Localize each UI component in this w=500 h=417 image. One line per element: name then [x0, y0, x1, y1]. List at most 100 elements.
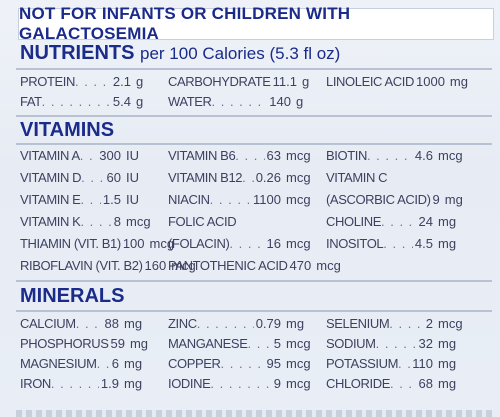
nutrient-value: 63	[266, 148, 281, 163]
nutrient-unit: mcg	[149, 236, 175, 251]
dot-leader: . . . . . . . . . . . . . . . . . . . . …	[74, 74, 111, 89]
nutrient-unit: mg	[438, 214, 457, 229]
minerals-row: PHOSPHORUS . . . . . . . . . . . . . . .…	[20, 336, 154, 351]
divider	[16, 68, 492, 70]
nutrient-name: CALCIUM	[20, 316, 76, 331]
minerals-row: ZINC . . . . . . . . . . . . . . . . . .…	[168, 316, 324, 331]
divider	[16, 143, 492, 145]
dot-leader: . . . . . . . . . . . . . . . . . . . . …	[75, 316, 103, 331]
nutrient-unit: g	[301, 74, 310, 89]
nutrient-name: VITAMIN B6	[168, 148, 236, 163]
dot-leader: . . . . . . . . . . . . . . . . . . . . …	[235, 148, 264, 163]
nutrient-value: 88	[104, 316, 119, 331]
dot-leader: . . . . . . . . . . . . . . . . . . . . …	[398, 356, 410, 371]
minerals-row: MAGNESIUM . . . . . . . . . . . . . . . …	[20, 356, 154, 371]
nutrient-value: 5.4	[112, 94, 131, 109]
nutrient-value: 1100	[253, 192, 281, 207]
nutrient-unit: mg	[438, 236, 457, 251]
minerals-row: IODINE . . . . . . . . . . . . . . . . .…	[168, 376, 324, 391]
nutrients-row: PROTEIN . . . . . . . . . . . . . . . . …	[20, 74, 170, 89]
nutrient-name: CHOLINE	[326, 214, 381, 229]
nutrient-unit: mcg	[286, 236, 311, 251]
nutrient-value: 68	[418, 376, 433, 391]
nutrient-unit: mg	[286, 316, 305, 331]
nutrient-name: VITAMIN C	[326, 170, 388, 185]
nutrient-value: 60	[106, 170, 121, 185]
minerals-row: SODIUM . . . . . . . . . . . . . . . . .…	[326, 336, 472, 351]
minerals-row: SELENIUM . . . . . . . . . . . . . . . .…	[326, 316, 472, 331]
dot-leader: . . . . . . . . . . . . . . . . . . . . …	[210, 376, 271, 391]
dot-leader: . . . . . . . . . . . . . . . . . . . . …	[209, 192, 252, 207]
nutrient-value: 2	[425, 316, 433, 331]
nutrient-name: FOLIC ACID	[168, 214, 237, 229]
nutrient-unit: mcg	[316, 258, 341, 273]
dot-leader: . . . . . . . . . . . . . . . . . . . . …	[79, 148, 98, 163]
dot-leader: . . . . . . . . . . . . . . . . . . . . …	[375, 336, 417, 351]
nutrient-name: (ASCORBIC ACID)	[326, 192, 431, 207]
nutrient-value: 59	[110, 336, 125, 351]
nutrient-unit: mcg	[171, 258, 196, 273]
dot-leader: . . . . . . . . . . . . . . . . . . . . …	[229, 236, 264, 251]
minerals-title: MINERALS	[20, 285, 125, 307]
nutrient-unit: mcg	[286, 192, 311, 207]
nutrient-name: BIOTIN	[326, 148, 367, 163]
divider	[16, 115, 492, 117]
dot-leader: . . . . . . . . . . . . . . . . . . . . …	[247, 336, 271, 351]
nutrient-unit: mg	[438, 376, 457, 391]
nutrient-value: 160	[144, 258, 167, 273]
nutrient-name: VITAMIN E	[20, 192, 81, 207]
dot-leader: . . . . . . . . . . . . . . . . . . . . …	[220, 356, 265, 371]
label-bottom-edge	[16, 410, 492, 417]
nutrient-value: 95	[266, 356, 281, 371]
nutrient-unit: mcg	[438, 316, 463, 331]
vitamins-row: NIACIN . . . . . . . . . . . . . . . . .…	[168, 192, 324, 207]
nutrients-title: NUTRIENTS	[20, 42, 135, 64]
nutrient-name: VITAMIN D	[20, 170, 82, 185]
nutrient-unit: mcg	[286, 356, 311, 371]
nutrient-name: POTASSIUM	[326, 356, 399, 371]
nutrients-subtitle: per 100 Calories (5.3 fl oz)	[140, 44, 341, 63]
nutrient-name: NIACIN	[168, 192, 210, 207]
nutrient-name: VITAMIN K	[20, 214, 81, 229]
nutrient-value: 1.9	[100, 376, 119, 391]
vitamins-row: BIOTIN . . . . . . . . . . . . . . . . .…	[326, 148, 472, 163]
dot-leader: . . . . . . . . . . . . . . . . . . . . …	[211, 94, 268, 109]
vitamins-row: INOSITOL . . . . . . . . . . . . . . . .…	[326, 236, 472, 251]
nutrient-unit: IU	[126, 170, 139, 185]
nutrients-row: FAT . . . . . . . . . . . . . . . . . . …	[20, 94, 170, 109]
nutrient-unit: mg	[124, 376, 143, 391]
nutrient-value: 1000	[416, 74, 445, 89]
vitamins-row: VITAMIN A . . . . . . . . . . . . . . . …	[20, 148, 164, 163]
nutrient-unit: g	[136, 94, 144, 109]
nutrients-row: LINOLEIC ACID . . . . . . . . . . . . . …	[326, 74, 468, 89]
vitamins-row: FOLIC ACID	[168, 214, 324, 229]
vitamins-row: VITAMIN D . . . . . . . . . . . . . . . …	[20, 170, 164, 185]
nutrient-name: IODINE	[168, 376, 211, 391]
nutrient-name: COPPER	[168, 356, 221, 371]
nutrient-name: CHLORIDE	[326, 376, 390, 391]
vitamins-row: THIAMIN (VIT. B1) . . . . . . . . . . . …	[20, 236, 174, 251]
nutrient-name: INOSITOL	[326, 236, 384, 251]
nutrient-value: 9	[273, 376, 281, 391]
nutrient-name: PROTEIN	[20, 74, 75, 89]
dot-leader: . . . . . . . . . . . . . . . . . . . . …	[381, 214, 417, 229]
dot-leader: . . . . . . . . . . . . . . . . . . . . …	[80, 192, 100, 207]
vitamins-row: VITAMIN C	[326, 170, 472, 185]
nutrient-name: WATER	[168, 94, 212, 109]
nutrient-name: VITAMIN A	[20, 148, 80, 163]
nutrient-value: 16	[266, 236, 281, 251]
nutrient-value: 2.1	[112, 74, 131, 89]
dot-leader: . . . . . . . . . . . . . . . . . . . . …	[81, 170, 105, 185]
minerals-row: COPPER . . . . . . . . . . . . . . . . .…	[168, 356, 324, 371]
nutrient-name: MANGANESE	[168, 336, 248, 351]
divider	[16, 310, 492, 312]
vitamins-title: VITAMINS	[20, 119, 115, 141]
nutrient-unit: mg	[444, 192, 463, 207]
nutrient-name: (FOLACIN)	[168, 236, 230, 251]
dot-leader: . . . . . . . . . . . . . . . . . . . . …	[41, 94, 111, 109]
vitamins-row: VITAMIN K . . . . . . . . . . . . . . . …	[20, 214, 164, 229]
nutrients-heading: NUTRIENTS per 100 Calories (5.3 fl oz)	[20, 42, 340, 65]
nutrient-name: THIAMIN (VIT. B1)	[20, 236, 121, 251]
minerals-row: CHLORIDE . . . . . . . . . . . . . . . .…	[326, 376, 472, 391]
